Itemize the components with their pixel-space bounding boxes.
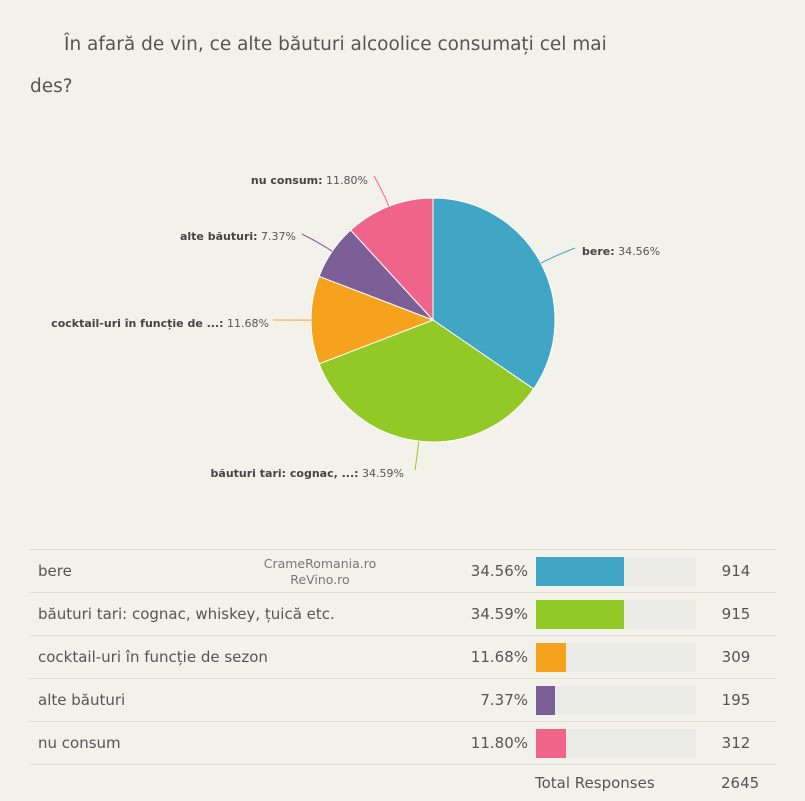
watermark-line: CrameRomania.ro	[263, 556, 377, 571]
slice-label: nu consum: 11.80%	[251, 174, 368, 187]
answer-count: 195	[696, 678, 776, 722]
answer-label: bere	[38, 562, 72, 580]
answer-percent: 7.37%	[448, 678, 536, 722]
leader-line	[540, 247, 576, 264]
table-row: alte băuturi 7.37% 195	[30, 678, 776, 722]
table-row: cocktail-uri în funcție de sezon 11.68% …	[30, 635, 776, 679]
pie-slice	[432, 197, 556, 390]
watermark: CrameRomania.ro ReVino.ro	[260, 556, 380, 588]
answer-count: 309	[696, 635, 776, 679]
answer-label: nu consum	[30, 721, 448, 765]
leader-line	[301, 233, 333, 252]
answer-label: cocktail-uri în funcție de sezon	[30, 635, 448, 679]
table-row: băuturi tari: cognac, whiskey, țuică etc…	[30, 592, 776, 636]
percent-bar-fill	[536, 599, 625, 629]
slice-label: cocktail-uri în funcție de ...: 11.68%	[51, 317, 269, 330]
table-row: bere CrameRomania.ro ReVino.ro 34.56% 91…	[30, 549, 776, 593]
answer-label: alte băuturi	[30, 678, 448, 722]
total-row: Total Responses 2645	[30, 766, 776, 800]
answer-percent: 11.68%	[448, 635, 536, 679]
survey-question: În afară de vin, ce alte băuturi alcooli…	[30, 34, 607, 97]
pie-chart: bere: 34.56% băuturi tari: cognac, ...: 3…	[51, 174, 660, 480]
watermark-line: ReVino.ro	[290, 572, 350, 587]
percent-bar-fill	[536, 685, 555, 715]
percent-bar	[536, 642, 696, 672]
percent-bar-fill	[536, 556, 625, 586]
percent-bar-fill	[536, 642, 566, 672]
percent-bar	[536, 728, 696, 758]
percent-bar-fill	[536, 728, 567, 758]
answer-percent: 34.59%	[448, 592, 536, 636]
results-table: bere CrameRomania.ro ReVino.ro 34.56% 91…	[30, 549, 776, 765]
leader-line	[373, 175, 390, 207]
leader-line	[414, 441, 420, 471]
table-row: nu consum 11.80% 312	[30, 721, 776, 765]
answer-count: 914	[696, 549, 776, 593]
pie-slice	[318, 319, 535, 443]
percent-bar	[536, 556, 696, 586]
answer-label: băuturi tari: cognac, whiskey, țuică etc…	[30, 592, 448, 636]
total-label: Total Responses	[535, 774, 655, 792]
slice-label: alte băuturi: 7.37%	[180, 230, 296, 243]
answer-count: 915	[696, 592, 776, 636]
answer-percent: 34.56%	[448, 549, 536, 593]
answer-count: 312	[696, 721, 776, 765]
slice-label: bere: 34.56%	[582, 245, 660, 258]
slice-label: băuturi tari: cognac, ...: 34.59%	[211, 467, 404, 480]
answer-percent: 11.80%	[448, 721, 536, 765]
total-value: 2645	[721, 774, 760, 792]
percent-bar	[536, 599, 696, 629]
percent-bar	[536, 685, 696, 715]
